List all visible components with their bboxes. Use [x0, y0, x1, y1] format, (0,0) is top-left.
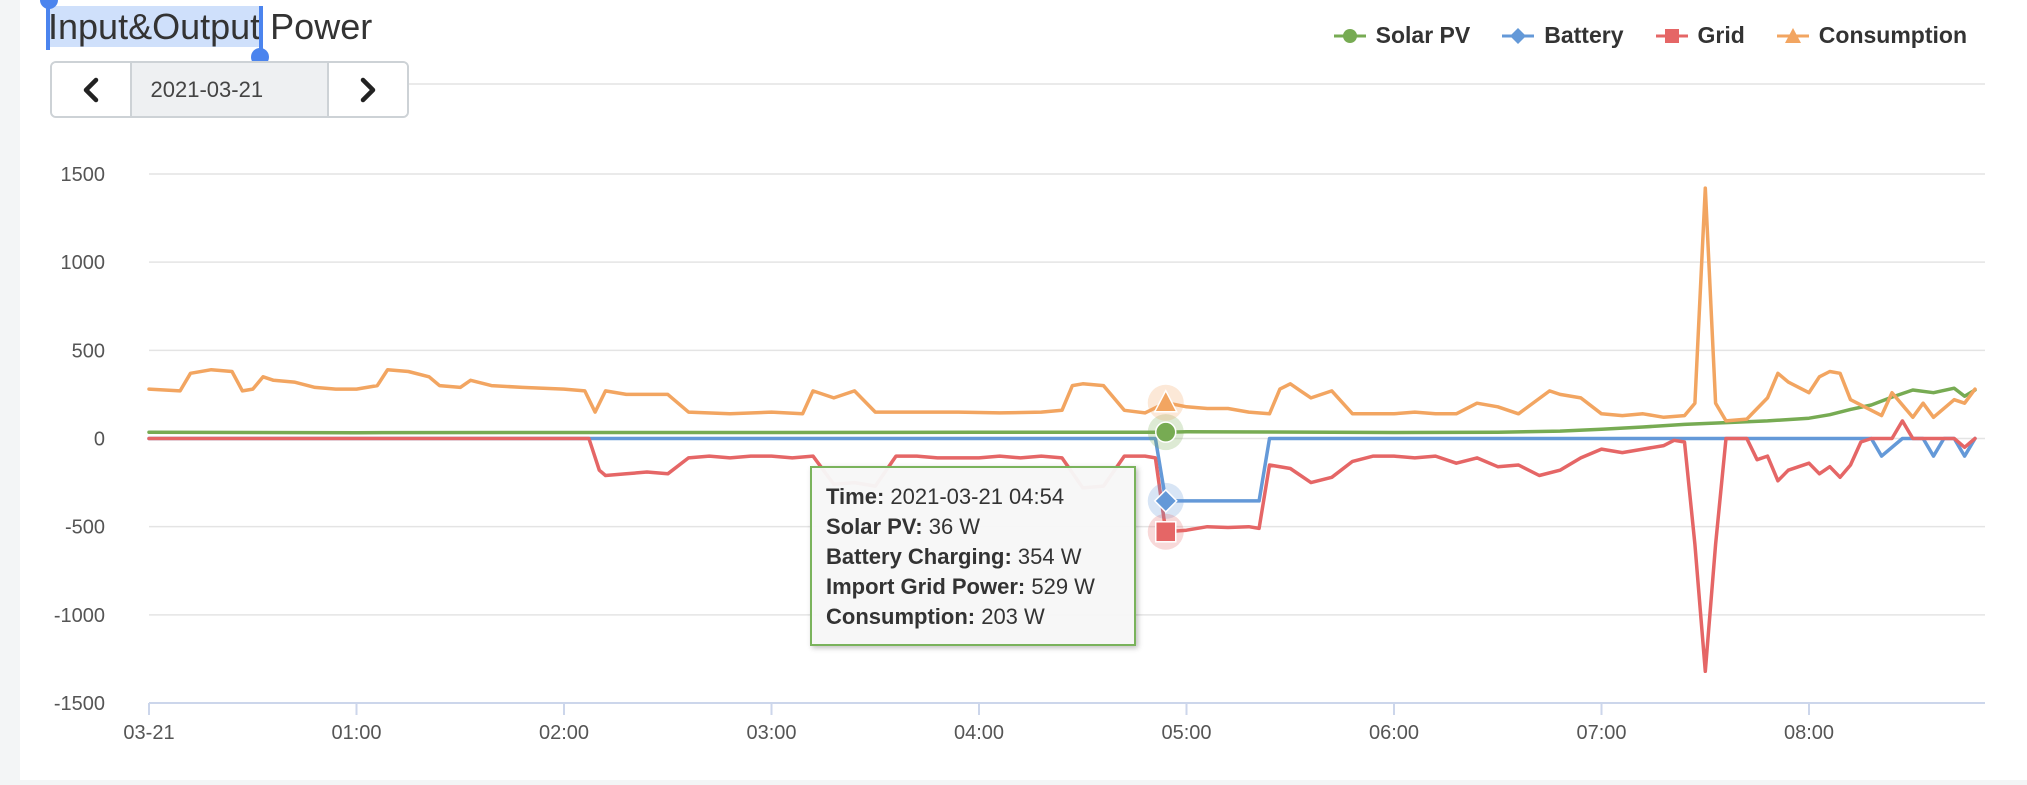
tooltip-battery-value: 354 W	[1011, 544, 1082, 569]
title-rest-text: Power	[260, 6, 373, 47]
hover-marker-consumption	[1153, 389, 1178, 413]
tooltip-battery-label: Battery Charging:	[826, 544, 1012, 569]
y-tick-label: 0	[94, 429, 105, 451]
tooltip-time-label: Time:	[826, 484, 885, 509]
tooltip-grid-value: 529 W	[1025, 574, 1095, 599]
selection-start-caret[interactable]	[46, 6, 50, 50]
x-tick-label: 02:00	[539, 722, 589, 744]
hover-marker-battery	[1153, 488, 1178, 513]
x-tick-label: 03:00	[746, 722, 796, 744]
x-tick-label: 04:00	[954, 722, 1004, 744]
tooltip-time-value: 2021-03-21 04:54	[884, 484, 1065, 509]
selection-start-handle[interactable]	[40, 0, 58, 9]
x-tick-label: 03-21	[123, 722, 174, 744]
chevron-right-icon	[360, 77, 376, 102]
legend-label: Consumption	[1818, 22, 1967, 48]
next-day-button[interactable]	[329, 63, 407, 116]
tooltip-solar-label: Solar PV:	[826, 514, 923, 539]
legend-item-consumption[interactable]: Consumption	[1775, 22, 1967, 49]
chart-legend: Solar PV Battery Grid Consumption	[1302, 22, 1967, 49]
y-tick-label: 1000	[61, 252, 106, 274]
y-tick-label: 1500	[61, 164, 106, 186]
series-line-grid	[147, 419, 1977, 674]
square-marker-icon	[1655, 28, 1688, 43]
diamond-marker-icon	[1502, 27, 1535, 44]
data-tooltip: Time: 2021-03-21 04:54 Solar PV: 36 W Ba…	[810, 466, 1136, 646]
selected-title-text[interactable]: Input&Output	[48, 6, 261, 47]
chevron-left-icon	[83, 77, 99, 102]
legend-label: Battery	[1544, 22, 1624, 48]
x-tick-label: 08:00	[1784, 722, 1834, 744]
legend-item-solar-pv[interactable]: Solar PV	[1332, 22, 1471, 49]
x-tick-label: 05:00	[1161, 722, 1211, 744]
page-title: Input&Output Power	[48, 6, 372, 48]
x-tick-label: 06:00	[1369, 722, 1419, 744]
tooltip-consumption-label: Consumption:	[826, 604, 976, 629]
legend-label: Grid	[1697, 22, 1745, 48]
legend-item-grid[interactable]: Grid	[1654, 22, 1745, 49]
legend-item-battery[interactable]: Battery	[1500, 22, 1624, 49]
previous-day-button[interactable]	[52, 63, 130, 116]
tooltip-solar-value: 36 W	[922, 514, 981, 539]
tooltip-consumption-value: 203 W	[975, 604, 1045, 629]
series-line-solar-pv	[147, 386, 1977, 435]
x-tick-label: 07:00	[1576, 722, 1626, 744]
date-navigator: 2021-03-21	[50, 61, 409, 118]
x-tick-label: 01:00	[331, 722, 381, 744]
circle-marker-icon	[1333, 28, 1366, 43]
y-tick-label: -1000	[54, 605, 105, 627]
date-field[interactable]: 2021-03-21	[129, 63, 330, 116]
tooltip-grid-label: Import Grid Power:	[826, 574, 1026, 599]
legend-label: Solar PV	[1375, 22, 1471, 48]
series-line-consumption	[147, 186, 1977, 423]
hover-marker-solar-pv	[1155, 421, 1177, 443]
y-tick-label: -1500	[54, 693, 105, 715]
y-tick-label: 500	[72, 340, 105, 362]
triangle-marker-icon	[1776, 27, 1809, 43]
y-tick-label: -500	[65, 517, 105, 539]
selection-end-caret[interactable]	[259, 6, 263, 50]
hover-marker-grid	[1155, 521, 1177, 543]
